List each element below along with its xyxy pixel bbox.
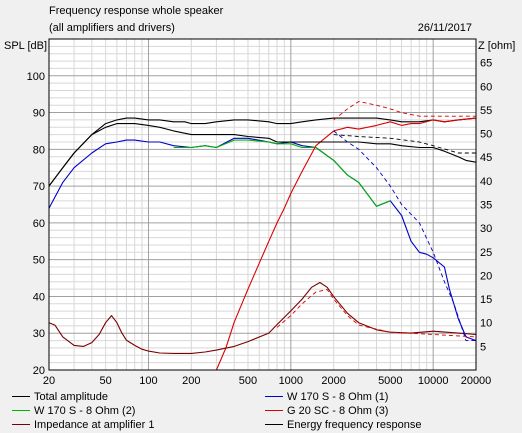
left-axis-label: SPL [dB] [4, 40, 47, 52]
x-tick-label: 1000 [279, 375, 303, 387]
legend-label: W 170 S - 8 Ohm (1) [287, 391, 389, 403]
left-tick-label: 70 [33, 181, 45, 193]
legend-swatch [265, 395, 283, 397]
left-tick-label: 100 [27, 71, 45, 83]
legend: Total amplitude W 170 S - 8 Ohm (1) W 17… [0, 390, 522, 433]
x-tick-label: 2000 [321, 375, 345, 387]
series-line-w-170-s-8-ohm-2 [173, 139, 391, 207]
right-tick-label: 20 [480, 270, 492, 282]
right-axis-label: Z [ohm] [478, 40, 515, 52]
plot-border [48, 38, 477, 371]
series-line-energy-frequency-response [48, 123, 477, 187]
right-tick-label: 65 [480, 58, 492, 70]
series-line-dashed-series-7 [333, 101, 476, 121]
left-tick-label: 40 [33, 291, 45, 303]
legend-swatch [265, 423, 283, 425]
series-line-impedance-at-amplifier-1 [48, 281, 477, 354]
legend-swatch [265, 409, 283, 411]
right-tick-label: 45 [480, 152, 492, 164]
chart-title: Frequency response whole speaker [49, 5, 224, 17]
x-tick-label: 200 [182, 375, 200, 387]
left-tick-label: 20 [33, 365, 45, 377]
left-tick-label: 90 [33, 108, 45, 120]
legend-swatch [12, 409, 30, 411]
right-tick-label: 25 [480, 247, 492, 259]
legend-label: W 170 S - 8 Ohm (2) [34, 405, 136, 417]
plot-area [49, 39, 476, 370]
legend-label: Total amplitude [34, 391, 108, 403]
series-layer [48, 101, 477, 371]
series-line-dashed-series-9 [333, 134, 476, 154]
legend-item-total-amplitude: Total amplitude [12, 390, 108, 404]
legend-label: G 20 SC - 8 Ohm (3) [287, 405, 389, 417]
legend-swatch [12, 395, 30, 397]
legend-swatch [12, 423, 30, 425]
right-tick-label: 30 [480, 223, 492, 235]
x-tick-label: 10000 [418, 375, 449, 387]
x-tick-label: 50 [100, 375, 112, 387]
left-tick-label: 80 [33, 144, 45, 156]
right-tick-label: 15 [480, 294, 492, 306]
frequency-response-chart: Frequency response whole speaker (all am… [4, 5, 515, 387]
x-tick-label: 500 [239, 375, 257, 387]
legend-item-w170s-1: W 170 S - 8 Ohm (1) [265, 390, 388, 404]
legend-item-w170s-2: W 170 S - 8 Ohm (2) [12, 404, 135, 418]
legend-item-impedance: Impedance at amplifier 1 [12, 418, 154, 432]
legend-label: Energy frequency response [287, 419, 422, 431]
series-line-dashed-series-8 [276, 289, 477, 338]
legend-item-energy: Energy frequency response [265, 418, 422, 432]
legend-label: Impedance at amplifier 1 [34, 419, 155, 431]
x-tick-label: 5000 [378, 375, 402, 387]
left-tick-label: 50 [33, 255, 45, 267]
minor-grid [48, 39, 477, 370]
x-tick-label: 20 [43, 375, 55, 387]
left-tick-label: 30 [33, 328, 45, 340]
left-tick-label: 60 [33, 218, 45, 230]
right-tick-label: 5 [480, 341, 486, 353]
right-tick-label: 10 [480, 318, 492, 330]
x-tick-label: 100 [139, 375, 157, 387]
series-line-total-amplitude [48, 117, 477, 187]
right-tick-label: 55 [480, 105, 492, 117]
series-line-w-170-s-8-ohm-1 [48, 137, 477, 342]
legend-item-g20sc-3: G 20 SC - 8 Ohm (3) [265, 404, 388, 418]
right-tick-label: 60 [480, 81, 492, 93]
right-tick-label: 40 [480, 176, 492, 188]
tick-labels: 20 50 100 200 500 1000 2000 5000 10000 20000 20 30 4… [27, 58, 493, 387]
series-line-dashed-series-6 [333, 130, 476, 342]
chart-date: 26/11/2017 [418, 22, 472, 34]
right-tick-label: 35 [480, 200, 492, 212]
x-tick-label: 20000 [461, 375, 492, 387]
right-tick-label: 50 [480, 129, 492, 141]
chart-subtitle: (all amplifiers and drivers) [49, 22, 175, 34]
